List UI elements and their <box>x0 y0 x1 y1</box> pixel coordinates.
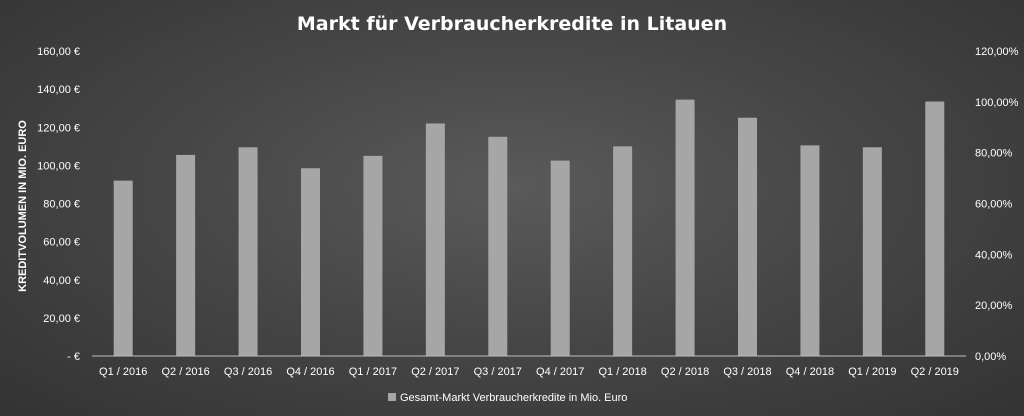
y-tick-label: 20,00 € <box>43 313 80 325</box>
x-tick-label: Q1 / 2017 <box>349 366 397 378</box>
y2-tick-label: 120,00% <box>975 46 1019 58</box>
bar <box>862 147 882 356</box>
legend-label: Gesamt-Markt Verbraucherkredite in Mio. … <box>400 392 627 404</box>
y-tick-label: 120,00 € <box>37 122 80 134</box>
bar <box>425 123 445 356</box>
right-axis-ticks: 0,00% 20,00% 40,00% 60,00% 80,00% 100,00% 120,… <box>975 46 1019 363</box>
legend: Gesamt-Markt Verbraucherkredite in Mio. … <box>388 392 627 404</box>
y-tick-label: 80,00 € <box>43 199 80 211</box>
y-tick-label: 100,00 € <box>37 160 80 172</box>
legend-swatch <box>388 393 396 401</box>
x-tick-label: Q2 / 2017 <box>411 366 459 378</box>
y2-tick-label: 0,00% <box>975 351 1006 363</box>
x-tick-label: Q3 / 2018 <box>723 366 771 378</box>
bar <box>238 147 258 356</box>
x-tick-label: Q3 / 2017 <box>474 366 522 378</box>
bar <box>176 154 196 356</box>
x-tick-label: Q4 / 2016 <box>286 366 334 378</box>
bar <box>800 145 820 356</box>
bar <box>363 155 383 356</box>
x-tick-label: Q1 / 2018 <box>598 366 646 378</box>
y2-tick-label: 40,00% <box>975 249 1013 261</box>
bar <box>613 146 633 356</box>
x-tick-label: Q4 / 2017 <box>536 366 584 378</box>
left-axis-ticks: - € 20,00 € 40,00 € 60,00 € 80,00 € 100,00 € 1… <box>37 46 80 363</box>
x-tick-label: Q2 / 2018 <box>661 366 709 378</box>
y-axis-label: KREDITVOLUMEN IN MIO. EURO <box>17 120 29 292</box>
y2-tick-label: 20,00% <box>975 300 1013 312</box>
x-tick-label: Q2 / 2019 <box>911 366 959 378</box>
y-tick-label: - € <box>67 351 80 363</box>
y2-tick-label: 100,00% <box>975 97 1019 109</box>
x-tick-label: Q1 / 2019 <box>848 366 896 378</box>
bar <box>550 160 570 356</box>
y-tick-label: 140,00 € <box>37 84 80 96</box>
x-tick-label: Q4 / 2018 <box>786 366 834 378</box>
x-axis-ticks: Q1 / 2016 Q2 / 2016 Q3 / 2016 Q4 / 2016 Q1 /… <box>99 366 959 378</box>
y-tick-label: 160,00 € <box>37 46 80 58</box>
y2-tick-label: 60,00% <box>975 199 1013 211</box>
x-tick-label: Q2 / 2016 <box>161 366 209 378</box>
x-tick-label: Q3 / 2016 <box>224 366 272 378</box>
bar <box>301 168 320 356</box>
bar <box>738 117 757 356</box>
bar <box>675 99 695 356</box>
x-tick-label: Q1 / 2016 <box>99 366 147 378</box>
chart-title: Markt für Verbraucherkredite in Litauen <box>297 13 727 35</box>
bar <box>925 101 945 356</box>
bar <box>113 180 133 356</box>
bar <box>488 136 508 356</box>
y-tick-label: 40,00 € <box>43 275 80 287</box>
y2-tick-label: 80,00% <box>975 148 1013 160</box>
bar-series <box>113 99 945 356</box>
y-tick-label: 60,00 € <box>43 237 80 249</box>
